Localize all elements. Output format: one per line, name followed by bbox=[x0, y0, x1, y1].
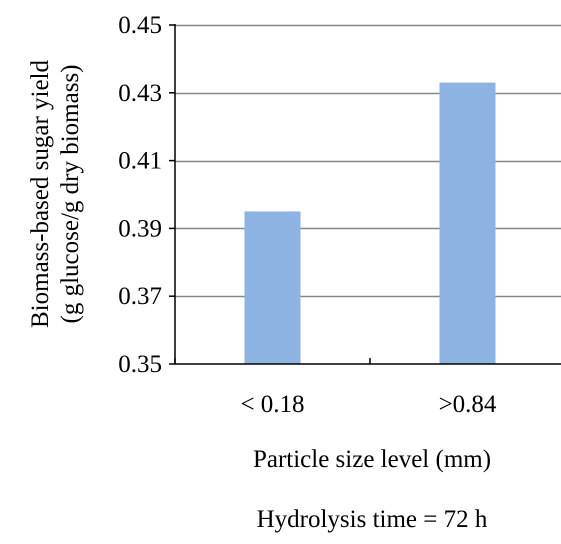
axes bbox=[174, 24, 561, 365]
y-tick-label: 0.41 bbox=[118, 148, 162, 175]
y-axis-title-line-2: (g glucose/g dry biomass) bbox=[57, 65, 84, 324]
gridlines bbox=[175, 24, 561, 298]
y-tick-label: 0.37 bbox=[118, 283, 162, 310]
y-tick-labels: 0.35 0.37 0.39 0.41 0.43 0.45 bbox=[118, 12, 175, 378]
bars bbox=[244, 82, 496, 364]
y-tick-label: 0.35 bbox=[118, 351, 162, 378]
x-axis-title: Particle size level (mm) bbox=[253, 446, 491, 473]
bar-2 bbox=[439, 82, 496, 364]
bar-1 bbox=[244, 211, 301, 364]
y-tick-label: 0.39 bbox=[118, 215, 162, 242]
y-axis-title-line-1: Biomass-based sugar yield bbox=[27, 60, 54, 329]
x-tick-label: < 0.18 bbox=[240, 391, 304, 418]
y-tick-label: 0.45 bbox=[118, 12, 162, 39]
x-tick-labels: < 0.18 >0.84 bbox=[174, 358, 497, 418]
hydrolysis-time-note: Hydrolysis time = 72 h bbox=[257, 506, 488, 533]
x-tick-label: >0.84 bbox=[439, 391, 497, 418]
y-tick-label: 0.43 bbox=[118, 80, 162, 107]
